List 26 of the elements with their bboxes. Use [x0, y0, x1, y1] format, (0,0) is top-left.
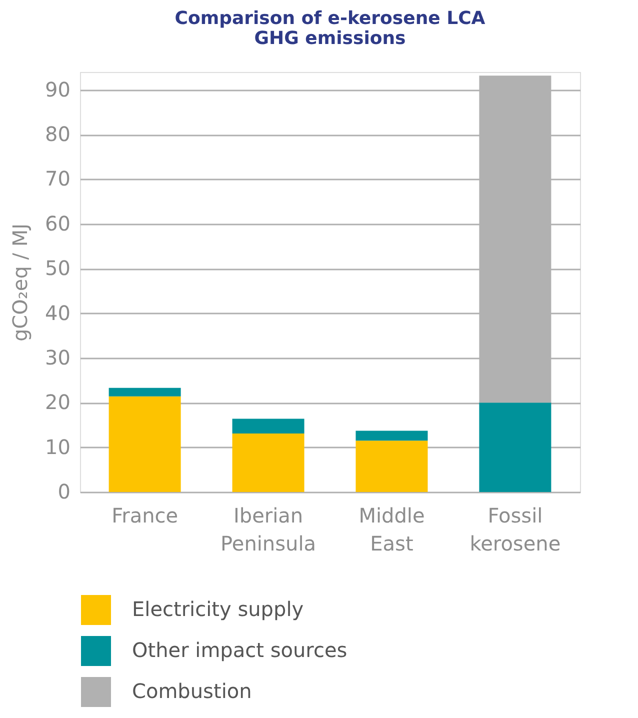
- y-tick-label: 40: [45, 300, 70, 325]
- bar: [356, 440, 428, 492]
- y-tick-label: 90: [45, 77, 70, 102]
- y-tick-label: 0: [58, 480, 70, 504]
- bar: [479, 402, 552, 492]
- y-axis-title: gCO₂eq / MJ: [8, 223, 32, 342]
- x-tick-label: Iberian Peninsula: [220, 504, 316, 556]
- chart-title: Comparison of e-kerosene LCA GHG emissions: [174, 8, 486, 49]
- bar: [108, 388, 181, 396]
- bar: [108, 396, 181, 492]
- x-tick-label: Middle East: [358, 504, 425, 556]
- legend-label: Other impact sources: [132, 638, 348, 662]
- y-tick-label: 70: [45, 166, 70, 191]
- y-tick-label: 20: [45, 390, 70, 414]
- bar: [356, 430, 428, 441]
- bar: [232, 418, 304, 434]
- y-tick-label: 80: [45, 122, 70, 146]
- x-tick-label: France: [112, 504, 178, 528]
- y-tick-label: 30: [45, 345, 70, 370]
- bar: [232, 433, 304, 492]
- y-tick-label: 60: [45, 211, 70, 236]
- legend-label: Combustion: [132, 679, 252, 703]
- y-tick-label: 50: [45, 256, 70, 280]
- y-tick-label: 10: [45, 434, 70, 459]
- legend-label: Electricity supply: [132, 597, 304, 621]
- x-tick-label: Fossil kerosene: [470, 504, 561, 556]
